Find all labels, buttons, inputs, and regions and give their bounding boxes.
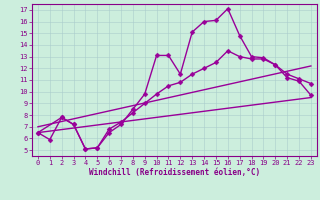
X-axis label: Windchill (Refroidissement éolien,°C): Windchill (Refroidissement éolien,°C) <box>89 168 260 177</box>
